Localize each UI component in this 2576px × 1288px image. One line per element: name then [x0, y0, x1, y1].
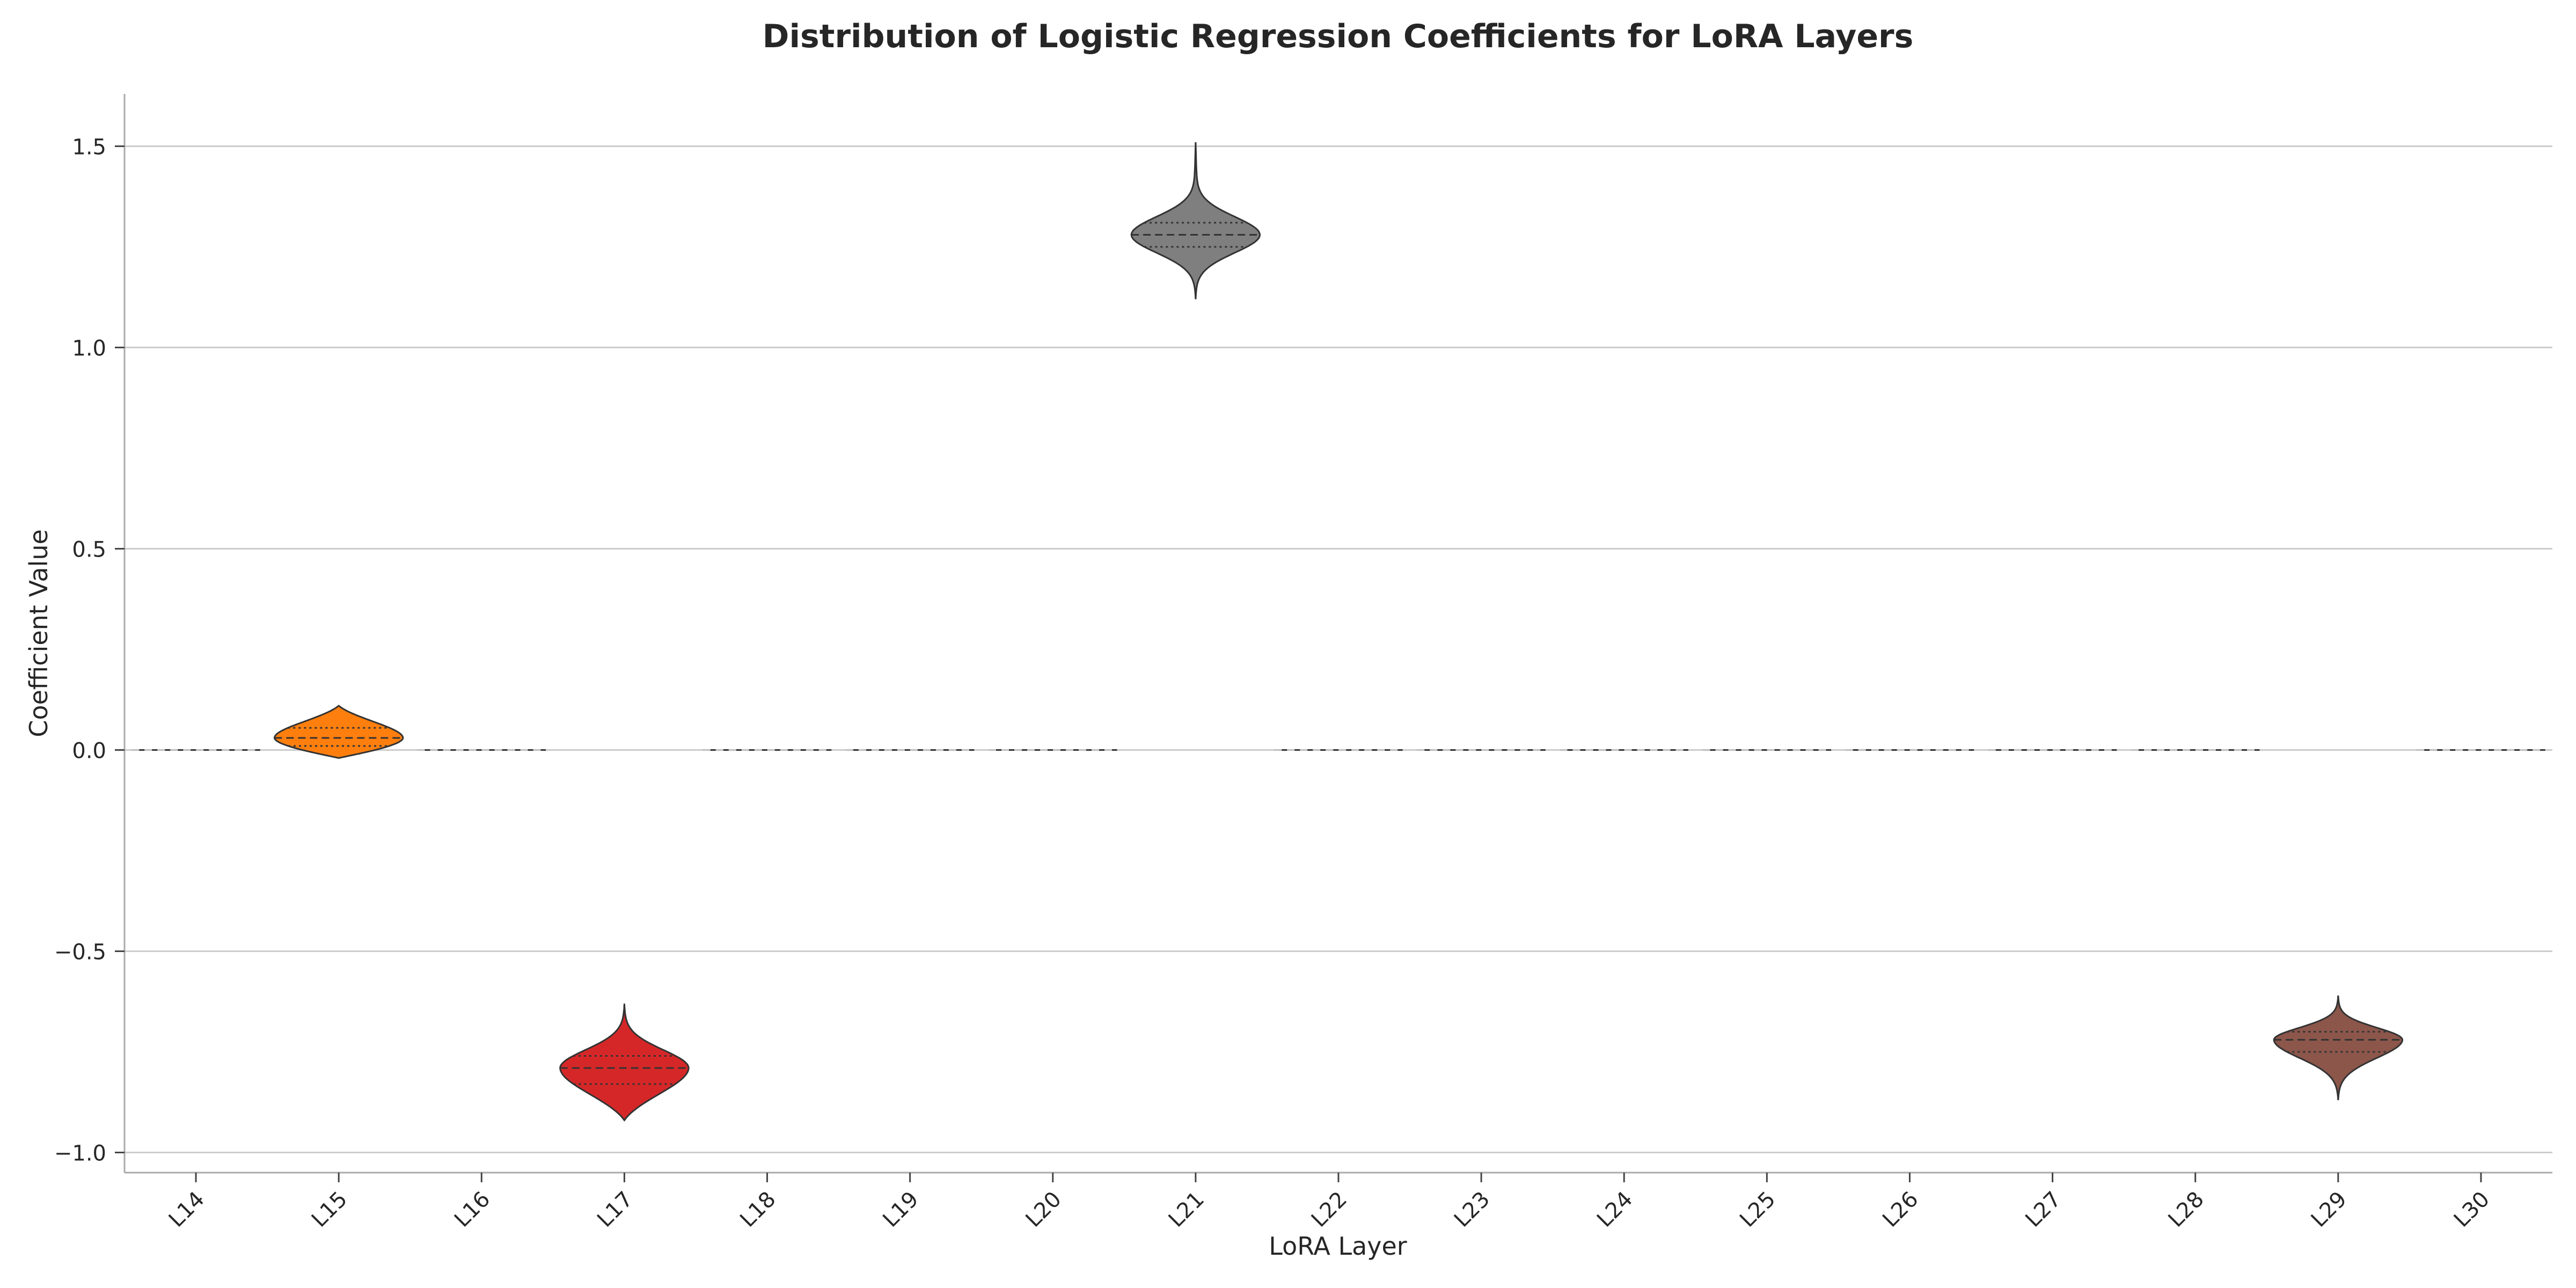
x-tick-label: L20 — [1021, 1187, 1066, 1232]
x-tick-label: L17 — [592, 1187, 638, 1232]
gridlines — [125, 145, 2552, 1153]
x-tick-label: L29 — [2307, 1187, 2352, 1232]
x-axis-label: LoRA Layer — [1269, 1232, 1407, 1261]
x-tick-label: L16 — [450, 1187, 495, 1232]
x-tick-label: L25 — [1735, 1187, 1780, 1232]
y-tick-label: −0.5 — [54, 940, 106, 965]
violins — [131, 142, 2545, 1122]
x-tick-label: L23 — [1450, 1187, 1495, 1232]
axes — [123, 94, 2552, 1174]
x-tick-label: L19 — [878, 1187, 923, 1232]
x-tick-label: L26 — [1878, 1187, 1923, 1232]
x-tick-label: L14 — [164, 1187, 209, 1232]
y-axis-label: Coefficient Value — [24, 529, 53, 737]
x-tick-label: L18 — [735, 1187, 780, 1232]
x-tick-label: L22 — [1307, 1187, 1352, 1232]
violin-L15 — [273, 705, 404, 759]
x-tick-label: L30 — [2449, 1187, 2494, 1232]
y-tick-label: 1.5 — [72, 135, 106, 160]
x-tick-label: L27 — [2021, 1187, 2066, 1232]
x-tick-label: L21 — [1164, 1187, 1209, 1232]
chart-title: Distribution of Logistic Regression Coef… — [763, 18, 1914, 55]
violin-L17 — [559, 1003, 690, 1122]
y-tick-labels: −1.0 −0.5 0.0 0.5 1.0 1.5 — [54, 135, 125, 1166]
y-tick-label: 0.0 — [72, 739, 106, 764]
y-tick-label: −1.0 — [54, 1141, 106, 1166]
violin-L29 — [2273, 995, 2404, 1101]
y-tick-label: 1.0 — [72, 336, 106, 361]
x-tick-labels: L14 L15 L16 L17 L18 L19 L20 L21 L22 L23 L24 L25 L26 L… — [164, 1173, 2494, 1232]
x-tick-label: L28 — [2163, 1187, 2208, 1232]
violin-L21 — [1130, 142, 1261, 299]
y-tick-label: 0.5 — [72, 538, 106, 562]
x-tick-label: L15 — [307, 1187, 352, 1232]
x-tick-label: L24 — [1592, 1187, 1637, 1232]
